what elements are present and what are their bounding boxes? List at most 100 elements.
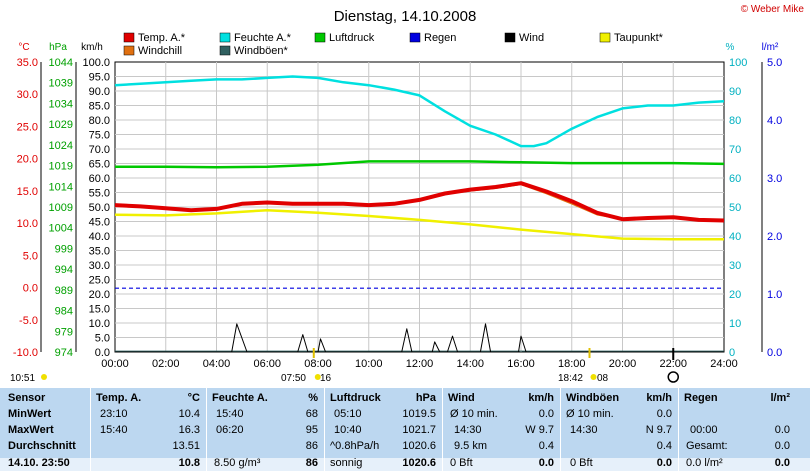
sunset-day-label: 08 [597,373,609,384]
legend-swatch [219,32,231,43]
stats-divider [678,388,679,471]
press-max-time: 10:40 [334,424,362,436]
axis-tick-label-hpa: 989 [55,285,73,297]
axis-tick-label-kmh: 90.0 [89,86,110,98]
legend-swatch [123,32,135,43]
statistics-panel: Sensor MinWert MaxWert Durchschnitt 14.1… [0,388,810,471]
gust-avg10-value: 0.0 [656,408,672,420]
axis-tick-label-celsius: 15.0 [17,186,38,198]
axis-tick-label-rain: 0.0 [767,347,782,359]
stats-unit-humidity: % [308,392,318,404]
temp-avg-value: 13.51 [172,440,200,452]
stats-header-temp: Temp. A. [96,392,142,404]
axis-tick-label-celsius: 25.0 [17,121,38,133]
axis-tick-label-percent: 0 [729,347,735,359]
axis-tick-label-kmh: 95.0 [89,72,110,84]
stats-label-max: MaxWert [8,424,54,436]
axis-tick-label-kmh: 60.0 [89,173,110,185]
press-forecast-label: sonnig [330,457,363,469]
current-time-label: 10:51 [10,373,35,384]
x-tick-label: 18:00 [558,358,586,370]
x-tick-label: 12:00 [406,358,434,370]
series-line-luftdruck [115,160,725,169]
current-row-highlight [0,458,810,471]
stats-col-humidity: Feuchte A.% 15:40 68 06:20 95 86 8.50 g/m³… [206,388,324,471]
axis-unit-hpa: hPa [49,42,67,53]
axis-tick-label-hpa: 1019 [49,161,73,173]
legend-swatch [599,32,611,43]
hum-max-time: 06:20 [216,424,244,436]
x-tick-label: 14:00 [456,358,484,370]
temp-current-value: 10.8 [178,457,200,469]
axis-tick-label-percent: 90 [729,86,741,98]
x-tick-label: 20:00 [609,358,637,370]
hum-max-value: 95 [305,424,318,436]
axis-tick-label-kmh: 70.0 [89,144,110,156]
gust-max-value: N 9.7 [645,424,672,436]
series-line-feuchtea [114,75,725,148]
axis-tick-label-rain: 2.0 [767,231,782,243]
axis-tick-label-celsius: 5.0 [23,250,38,262]
temp-max-time: 15:40 [100,424,128,436]
hum-current-value: 86 [305,457,318,469]
rain-today-label: 0.0 l/m² [686,457,723,469]
stats-header-pressure: Luftdruck [330,392,381,404]
wind-avg10-label: Ø 10 min. [450,408,498,420]
rain-max-value: 0.0 [774,424,790,436]
stats-col-wind: Wind km/h Ø 10 min. 0.0 14:30 W 9.7 9.5 km 0… [442,388,560,471]
stats-col-rain: Regen l/m² 00:00 0.0 Gesamt: 0.0 0.0 l/m² 0.… [678,388,796,471]
rain-current-value: 0.0 [774,457,790,469]
axis-unit-kmh: km/h [81,42,103,53]
legend-label: Luftdruck [329,32,375,44]
stats-col-pressure: Luftdruck hPa 05:10 1019.5 10:40 1021.7 ^0.… [324,388,442,471]
axis-tick-label-hpa: 1014 [49,181,73,193]
legend-swatch [409,32,421,43]
legend-swatch [504,32,516,43]
series-line-tempa [114,181,725,223]
sunset-sun-icon [590,374,597,380]
axis-tick-label-rain: 4.0 [767,115,782,127]
weather-chart: Dienstag, 14.10.2008 © Weber Mike Temp. … [10,4,804,384]
axis-tick-label-hpa: 1009 [49,202,73,214]
stats-col-gust: Windböen km/h Ø 10 min. 0.0 14:30 N 9.7 0.4… [560,388,678,471]
x-tick-label: 02:00 [152,358,180,370]
axis-tick-label-percent: 10 [729,318,741,330]
wind-current-value: 0.0 [538,457,554,469]
gust-avg-value: 0.4 [656,440,672,452]
stats-unit-rain: l/m² [770,392,790,404]
stats-col-temp: Temp. A. °C 23:10 10.4 15:40 16.3 13.51 10.… [90,388,206,471]
rain-total-label: Gesamt: [686,440,728,452]
press-current-value: 1020.6 [402,457,436,469]
axis-tick-label-celsius: 10.0 [17,218,38,230]
legend-label: Wind [519,32,544,44]
current-sun-icon [41,374,47,380]
stats-divider [442,388,443,471]
hum-avg-value: 86 [305,440,318,452]
axis-tick-label-hpa: 1024 [49,140,73,152]
axis-tick-label-kmh: 100.0 [82,57,110,69]
legend-swatch [314,32,326,43]
legend-label: Windböen* [234,45,289,57]
wind-max-value: W 9.7 [525,424,554,436]
axis-tick-label-kmh: 30.0 [89,260,110,272]
grid [115,62,724,352]
rain-total-value: 0.0 [774,440,790,452]
axis-tick-label-hpa: 1004 [49,223,73,235]
stats-col-sensor: Sensor MinWert MaxWert Durchschnitt 14.1… [0,388,90,471]
axis-tick-label-kmh: 40.0 [89,231,110,243]
axis-tick-label-kmh: 65.0 [89,159,110,171]
x-tick-label: 04:00 [203,358,231,370]
axis-tick-label-hpa: 1044 [49,57,73,69]
stats-header-sensor: Sensor [8,392,46,404]
axis-tick-label-kmh: 35.0 [89,246,110,258]
sunrise-day-label: 16 [320,373,332,384]
axis-tick-label-hpa: 1029 [49,119,73,131]
x-tick-label: 16:00 [507,358,535,370]
stats-header-wind: Wind [448,392,475,404]
chart-legend: Temp. A.* Feuchte A.* Luftdruck Regen Wind Ta… [123,32,664,57]
sunset-label: 18:42 [558,373,583,384]
stats-divider [560,388,561,471]
wind-avg10-value: 0.0 [538,408,554,420]
sunrise-sun-icon [314,374,321,380]
moon-icon [667,371,679,383]
